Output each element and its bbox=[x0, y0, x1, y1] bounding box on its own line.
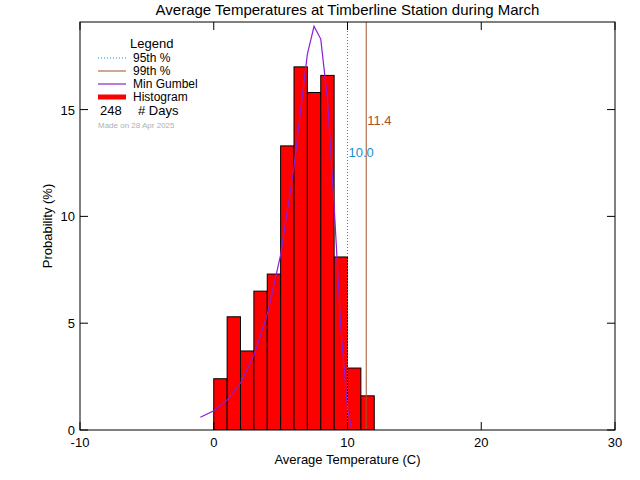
legend-swatch bbox=[98, 83, 126, 84]
x-tick bbox=[80, 22, 81, 30]
legend-swatch bbox=[98, 95, 126, 100]
legend-label: Min Gumbel bbox=[133, 77, 198, 91]
percentile-line bbox=[347, 22, 348, 430]
x-tick bbox=[615, 422, 616, 430]
annotation: Made on 28 Apr 2025 bbox=[98, 121, 175, 130]
x-tick bbox=[80, 422, 81, 430]
histogram-bar bbox=[361, 396, 374, 430]
y-tick bbox=[607, 216, 615, 217]
title: Average Temperatures at Timberline Stati… bbox=[156, 1, 540, 18]
plot-frame bbox=[80, 22, 615, 430]
histogram-bar bbox=[281, 146, 294, 430]
y-tick-label: 15 bbox=[61, 103, 75, 118]
x-axis-label: Average Temperature (C) bbox=[274, 452, 420, 467]
legend-title: Legend bbox=[130, 36, 173, 51]
legend-label: 95th % bbox=[133, 51, 171, 65]
histogram-bar bbox=[214, 379, 227, 430]
x-tick bbox=[347, 422, 348, 430]
histogram-bar bbox=[241, 351, 254, 430]
legend-swatch bbox=[98, 71, 126, 72]
x-tick-label: 30 bbox=[608, 435, 622, 450]
y-tick bbox=[607, 109, 615, 110]
x-tick bbox=[481, 422, 482, 430]
histogram-bar bbox=[267, 274, 280, 430]
histogram-bar bbox=[307, 92, 320, 430]
y-tick-label: 0 bbox=[68, 423, 75, 438]
legend: Legend95th %99th %Min GumbelHistogram 248… bbox=[98, 36, 198, 130]
percentile-label: 10.0 bbox=[349, 145, 374, 160]
x-tick bbox=[481, 22, 482, 30]
y-tick bbox=[80, 430, 88, 431]
percentile-line bbox=[366, 22, 367, 430]
histogram-bar bbox=[227, 317, 240, 430]
x-tick-label: 0 bbox=[210, 435, 217, 450]
gumbel-curve bbox=[200, 26, 351, 428]
days-count: 248 bbox=[100, 103, 122, 118]
x-tick bbox=[615, 22, 616, 30]
histogram-bar bbox=[321, 75, 334, 430]
x-tick bbox=[213, 422, 214, 430]
legend-label: 99th % bbox=[133, 64, 171, 78]
y-axis-label: Probability (%) bbox=[40, 184, 55, 269]
y-tick bbox=[80, 323, 88, 324]
percentile-label: 11.4 bbox=[367, 113, 391, 128]
y-tick bbox=[607, 323, 615, 324]
legend-label: Histogram bbox=[133, 90, 188, 104]
histogram-bar bbox=[334, 257, 347, 430]
y-tick bbox=[80, 109, 88, 110]
x-tick bbox=[347, 22, 348, 30]
y-tick-label: 5 bbox=[68, 316, 75, 331]
y-tick bbox=[80, 216, 88, 217]
y-tick-label: 10 bbox=[61, 209, 75, 224]
chart: -100102030051015Average Temperatures at … bbox=[0, 0, 640, 480]
histogram-bar bbox=[294, 67, 307, 430]
days-label: # Days bbox=[138, 103, 179, 118]
x-tick-label: 20 bbox=[474, 435, 488, 450]
plot-area bbox=[200, 22, 374, 430]
histogram-bar bbox=[254, 291, 267, 430]
background bbox=[0, 0, 640, 480]
x-tick-label: 10 bbox=[340, 435, 354, 450]
legend-swatch bbox=[98, 58, 126, 59]
y-tick bbox=[607, 430, 615, 431]
x-tick bbox=[213, 22, 214, 30]
